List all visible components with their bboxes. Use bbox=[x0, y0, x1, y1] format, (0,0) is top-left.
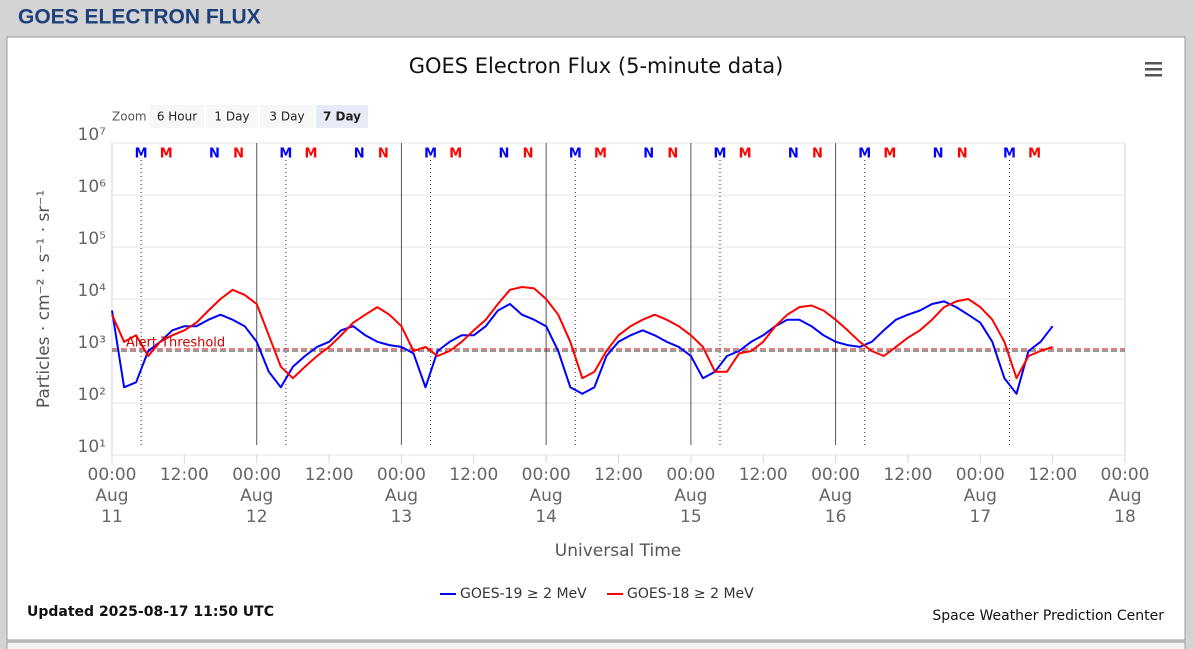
zoom-button-bg bbox=[260, 105, 314, 128]
marker-label: M bbox=[449, 147, 462, 162]
x-tick-label: 00:00 Aug 18 bbox=[1101, 465, 1150, 527]
marker-label: M bbox=[1028, 147, 1041, 162]
marker-label: N bbox=[957, 147, 968, 162]
x-tick-label: 00:00 Aug 16 bbox=[811, 465, 860, 527]
marker-label: N bbox=[788, 147, 799, 162]
menu-bar bbox=[1145, 62, 1162, 65]
threshold-label: Alert Threshold bbox=[126, 336, 225, 351]
x-tick-label: 00:00 Aug 11 bbox=[88, 465, 137, 527]
zoom-button-label: 3 Day bbox=[269, 110, 304, 124]
x-tick-label: 12:00 bbox=[1028, 465, 1077, 485]
y-tick-label: 10⁶ bbox=[78, 177, 107, 197]
updated: Updated 2025-08-17 11:50 UTC bbox=[27, 604, 274, 620]
panel bbox=[6, 36, 1186, 641]
y-tick-label: 10⁷ bbox=[78, 125, 107, 145]
zoom-button-bg bbox=[206, 105, 258, 128]
credit: Space Weather Prediction Center bbox=[932, 608, 1164, 624]
marker-label: N bbox=[233, 147, 244, 162]
marker-label: N bbox=[667, 147, 678, 162]
marker-label: M bbox=[135, 147, 148, 162]
marker-label: M bbox=[1003, 147, 1016, 162]
marker-label: N bbox=[933, 147, 944, 162]
marker-label: N bbox=[498, 147, 509, 162]
menu-button[interactable] bbox=[1145, 62, 1162, 77]
marker-label: N bbox=[354, 147, 365, 162]
y-tick-label: 10¹ bbox=[78, 437, 106, 457]
zoom-button-bg bbox=[316, 105, 368, 128]
x-tick-label: 00:00 Aug 13 bbox=[377, 465, 426, 527]
y-tick-label: 10⁵ bbox=[78, 229, 106, 249]
menu-bar bbox=[1145, 68, 1162, 71]
zoom-button-label: 6 Hour bbox=[157, 110, 197, 124]
marker-label: M bbox=[858, 147, 871, 162]
marker-label: M bbox=[279, 147, 292, 162]
legend-label: GOES-19 ≥ 2 MeV bbox=[460, 586, 587, 602]
zoom-button[interactable]: 3 Day bbox=[260, 105, 314, 128]
marker-label: M bbox=[714, 147, 727, 162]
marker-label: M bbox=[594, 147, 607, 162]
marker-label: N bbox=[812, 147, 823, 162]
zoom-group: 6 Hour 1 Day 3 Day 7 Day bbox=[150, 105, 368, 128]
chart-title: GOES Electron Flux (5-minute data) bbox=[409, 54, 784, 78]
x-tick-label: 12:00 bbox=[739, 465, 788, 485]
x-tick-label: 00:00 Aug 17 bbox=[956, 465, 1005, 527]
x-tick-label: 12:00 bbox=[883, 465, 932, 485]
zoom-label: Zoom bbox=[112, 110, 147, 124]
marker-label: M bbox=[883, 147, 896, 162]
marker-label: N bbox=[643, 147, 654, 162]
x-axis-title: Universal Time bbox=[555, 541, 681, 561]
series-line bbox=[111, 300, 1054, 395]
x-tick-label: 12:00 bbox=[305, 465, 354, 485]
legend-label: GOES-18 ≥ 2 MeV bbox=[627, 586, 754, 602]
x-tick-label: 00:00 Aug 12 bbox=[232, 465, 281, 527]
y-tick-label: 10⁴ bbox=[78, 281, 107, 301]
zoom-button[interactable]: 6 Hour bbox=[150, 105, 204, 128]
header-title: GOES ELECTRON FLUX bbox=[18, 6, 261, 29]
x-tick-label: 00:00 Aug 15 bbox=[666, 465, 715, 527]
x-tick-label: 12:00 bbox=[160, 465, 209, 485]
zoom-button-label: 1 Day bbox=[214, 110, 249, 124]
marker-label: M bbox=[160, 147, 173, 162]
plot bbox=[111, 142, 1126, 463]
menu-bar bbox=[1145, 74, 1162, 77]
y-axis-title: Particles · cm⁻² · s⁻¹ · sr⁻¹ bbox=[34, 190, 54, 408]
zoom-button-label: 7 Day bbox=[323, 110, 361, 124]
marker-label: M bbox=[739, 147, 752, 162]
marker-label: N bbox=[209, 147, 220, 162]
marker-label: M bbox=[569, 147, 582, 162]
zoom-button[interactable]: 7 Day bbox=[316, 105, 368, 128]
y-tick-label: 10³ bbox=[78, 333, 106, 353]
zoom-button-bg bbox=[150, 105, 204, 128]
marker-label: M bbox=[424, 147, 437, 162]
marker-label: M bbox=[305, 147, 318, 162]
x-tick-label: 00:00 Aug 14 bbox=[522, 465, 571, 527]
series-line bbox=[111, 286, 1053, 380]
zoom-button[interactable]: 1 Day bbox=[206, 105, 258, 128]
x-tick-label: 12:00 bbox=[449, 465, 498, 485]
marker-label: N bbox=[378, 147, 389, 162]
y-tick-label: 10² bbox=[78, 385, 106, 405]
x-tick-label: 12:00 bbox=[594, 465, 643, 485]
marker-label: N bbox=[523, 147, 534, 162]
next-panel bbox=[6, 641, 1186, 649]
